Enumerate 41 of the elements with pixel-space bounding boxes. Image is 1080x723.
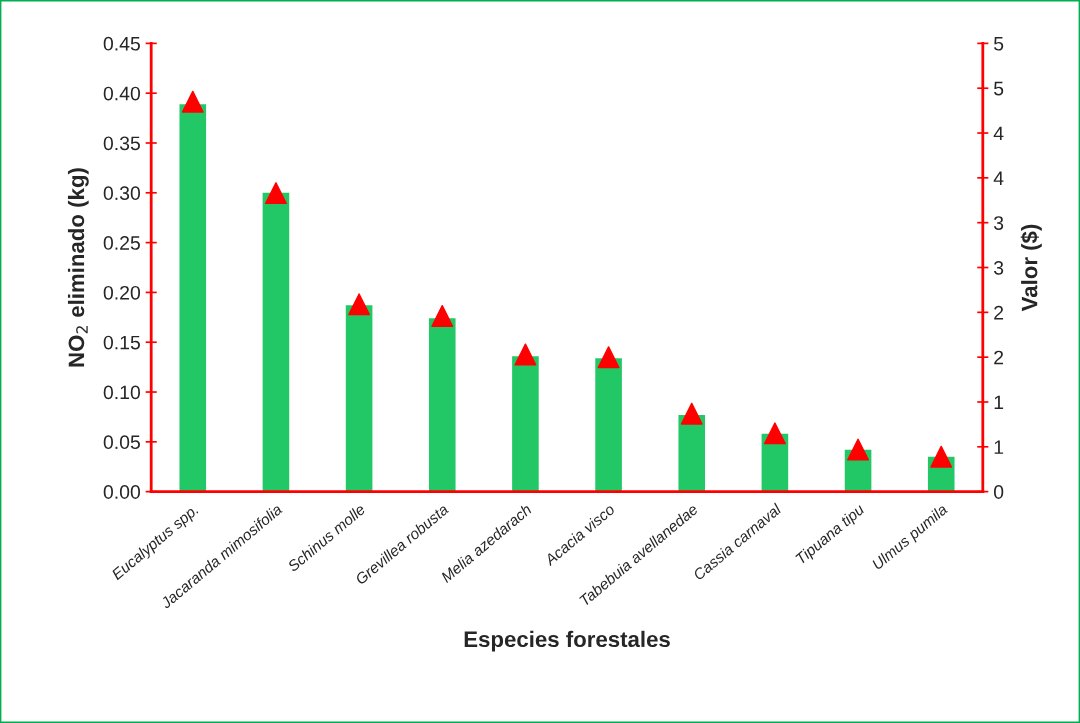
point	[597, 346, 620, 369]
point	[763, 422, 786, 445]
y-tick-label: 0.45	[103, 36, 140, 51]
y2-tick-label: 5	[993, 81, 1004, 96]
y-tick-label: 0.30	[103, 186, 141, 201]
y2-tick-label: 1	[994, 440, 1004, 454]
y2-tick-label: 1	[994, 395, 1004, 410]
y-tick-label: 0.20	[103, 285, 141, 300]
y2-tick-label: 2	[994, 305, 1004, 320]
point	[680, 402, 703, 425]
y2-tick-label: 3	[993, 216, 1004, 230]
y2-tick-label: 4	[993, 126, 1004, 141]
y2-tick-label: 5	[993, 37, 1004, 51]
y-axis-title: NO$_{2}$ eliminado (kg)	[67, 168, 89, 367]
point	[847, 438, 870, 461]
bar	[428, 318, 456, 492]
y2-tick-label: 2	[994, 350, 1004, 365]
bar	[678, 414, 706, 492]
bar	[512, 356, 539, 492]
point	[431, 304, 454, 327]
y-tick-label: 0.10	[103, 385, 141, 400]
y-tick-label: 0.25	[103, 236, 140, 250]
point	[264, 182, 287, 205]
y-tick-label: 0.00	[103, 485, 141, 499]
point	[181, 90, 204, 113]
y2-tick-label: 0	[993, 485, 1004, 499]
y-tick-label: 0.05	[103, 435, 140, 450]
y2-tick-label: 3	[993, 260, 1004, 275]
bar	[345, 305, 373, 492]
point	[348, 293, 371, 316]
bar	[179, 104, 207, 492]
point	[930, 445, 953, 468]
y-tick-label: 0.40	[103, 86, 141, 101]
bar	[595, 358, 622, 492]
y2-tick-label: 4	[993, 171, 1004, 185]
y-tick-label: 0.15	[103, 335, 140, 350]
x-axis-title: Especies forestales	[464, 630, 670, 652]
y-tick-label: 0.35	[103, 136, 140, 151]
y2-axis-title: Valor ($)	[1020, 224, 1042, 312]
point	[514, 343, 537, 366]
bar	[262, 192, 290, 492]
